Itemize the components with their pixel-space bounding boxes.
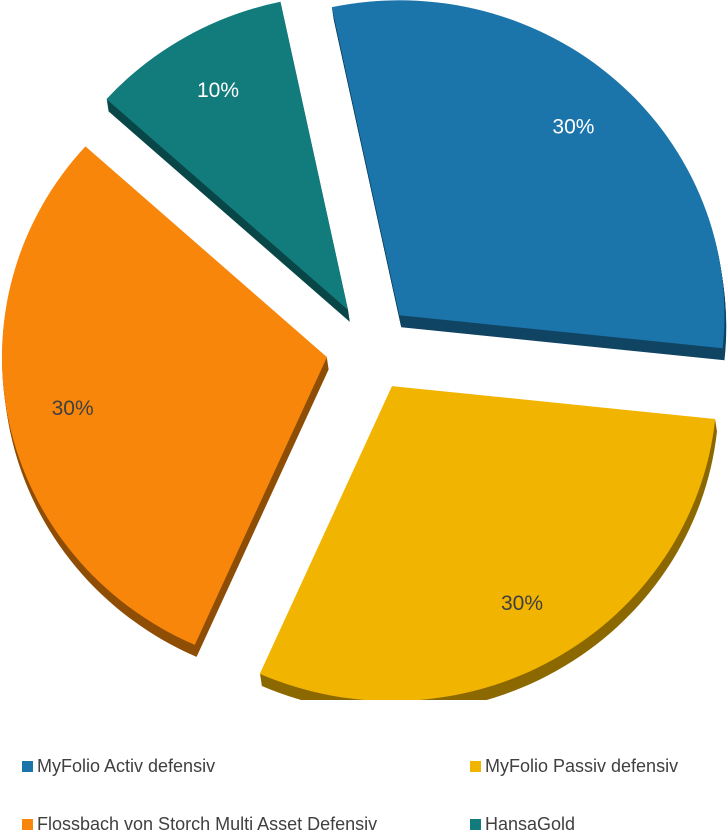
legend-swatch [470,761,481,772]
pie-slice-3 [106,1,348,310]
pie-slice-1 [259,386,716,700]
legend-item-hansagold: HansaGold [470,814,575,835]
slice-face-layer [1,0,725,700]
pie-slice-2 [1,146,327,645]
legend-item-flossbach: Flossbach von Storch Multi Asset Defensi… [22,814,377,835]
slice-label-layer: 30% 30% 30% 10% [52,79,595,615]
legend-swatch [22,819,33,830]
legend: MyFolio Activ defensiv MyFolio Passiv de… [0,748,727,835]
legend-item-myfolio-passiv: MyFolio Passiv defensiv [470,756,678,777]
legend-label: Flossbach von Storch Multi Asset Defensi… [37,814,378,834]
pie-slice-0 [331,0,725,349]
pie-chart: 30% 30% 30% 10% [1,0,727,700]
slice-label-1: 30% [501,592,543,615]
legend-item-myfolio-activ: MyFolio Activ defensiv [22,756,215,777]
slice-label-3: 10% [197,79,239,102]
slice-label-2: 30% [52,397,94,420]
legend-swatch [470,819,481,830]
legend-swatch [22,761,33,772]
legend-label: HansaGold [485,814,576,834]
legend-label: MyFolio Passiv defensiv [485,756,679,776]
slice-label-0: 30% [552,116,594,139]
legend-label: MyFolio Activ defensiv [37,756,216,776]
